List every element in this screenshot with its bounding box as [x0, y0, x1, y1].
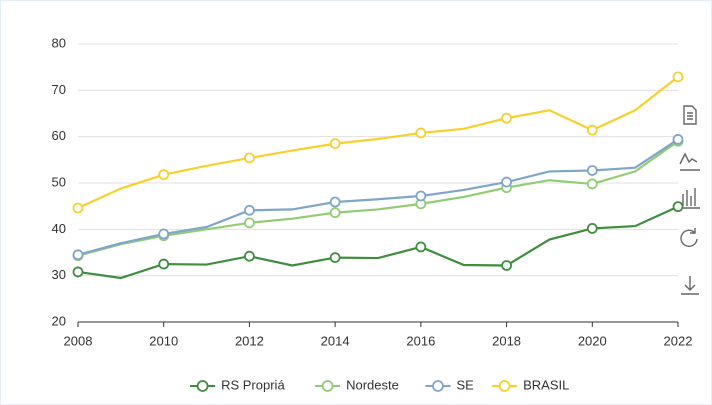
point: [586, 165, 598, 176]
point: [586, 178, 598, 190]
legend-marker: [321, 380, 334, 392]
point: [501, 176, 512, 188]
x-tick-label: 2008: [64, 333, 93, 348]
series-line: [77, 76, 679, 210]
legend-label: SE: [457, 377, 475, 392]
point: [329, 138, 341, 150]
point: [72, 249, 84, 261]
point: [244, 204, 255, 216]
legend-marker: [432, 380, 444, 392]
bar-icon[interactable]: [680, 188, 700, 209]
line-icon[interactable]: [679, 152, 700, 171]
point: [672, 71, 684, 83]
x-tick-label: 2014: [321, 333, 350, 348]
y-tick-label: 70: [52, 82, 66, 97]
point: [329, 196, 341, 208]
x-tick-label: 2022: [664, 333, 693, 348]
point: [586, 124, 598, 136]
point: [329, 207, 341, 219]
legend-label: Nordeste: [346, 377, 399, 392]
toolbox[interactable]: [679, 105, 700, 295]
x-tick-label: 2020: [578, 333, 607, 348]
point: [415, 190, 427, 202]
restore-icon[interactable]: [680, 228, 698, 248]
point: [501, 112, 512, 124]
y-tick-label: 20: [52, 313, 66, 328]
point: [244, 152, 255, 164]
point: [158, 228, 170, 240]
point: [415, 127, 427, 139]
legend-label: RS Propriá: [221, 377, 285, 392]
point: [72, 266, 84, 278]
point: [586, 223, 598, 234]
legend-marker: [498, 380, 511, 392]
point: [244, 217, 255, 229]
x-tick-label: 2018: [492, 333, 521, 348]
x-tick-label: 2010: [149, 333, 178, 348]
y-tick-label: 50: [52, 174, 66, 189]
y-tick-label: 80: [52, 35, 66, 50]
point: [244, 250, 255, 262]
y-tick-label: 30: [52, 267, 66, 282]
point: [158, 258, 170, 270]
x-tick-label: 2016: [406, 333, 435, 348]
point: [329, 252, 341, 263]
legend-marker: [196, 380, 209, 392]
x-tick-label: 2012: [235, 333, 264, 348]
point: [415, 241, 427, 253]
download-icon[interactable]: [681, 276, 699, 295]
point: [672, 201, 684, 213]
point: [158, 169, 170, 181]
point: [501, 260, 512, 271]
series-line: [77, 138, 679, 256]
data-view-icon[interactable]: [683, 105, 697, 125]
point: [672, 134, 684, 145]
legend-label: BRASIL: [523, 377, 569, 392]
y-tick-label: 40: [52, 221, 66, 236]
series-line: [77, 205, 679, 280]
y-tick-label: 60: [52, 128, 66, 143]
point: [72, 202, 84, 214]
series-line: [77, 140, 679, 257]
